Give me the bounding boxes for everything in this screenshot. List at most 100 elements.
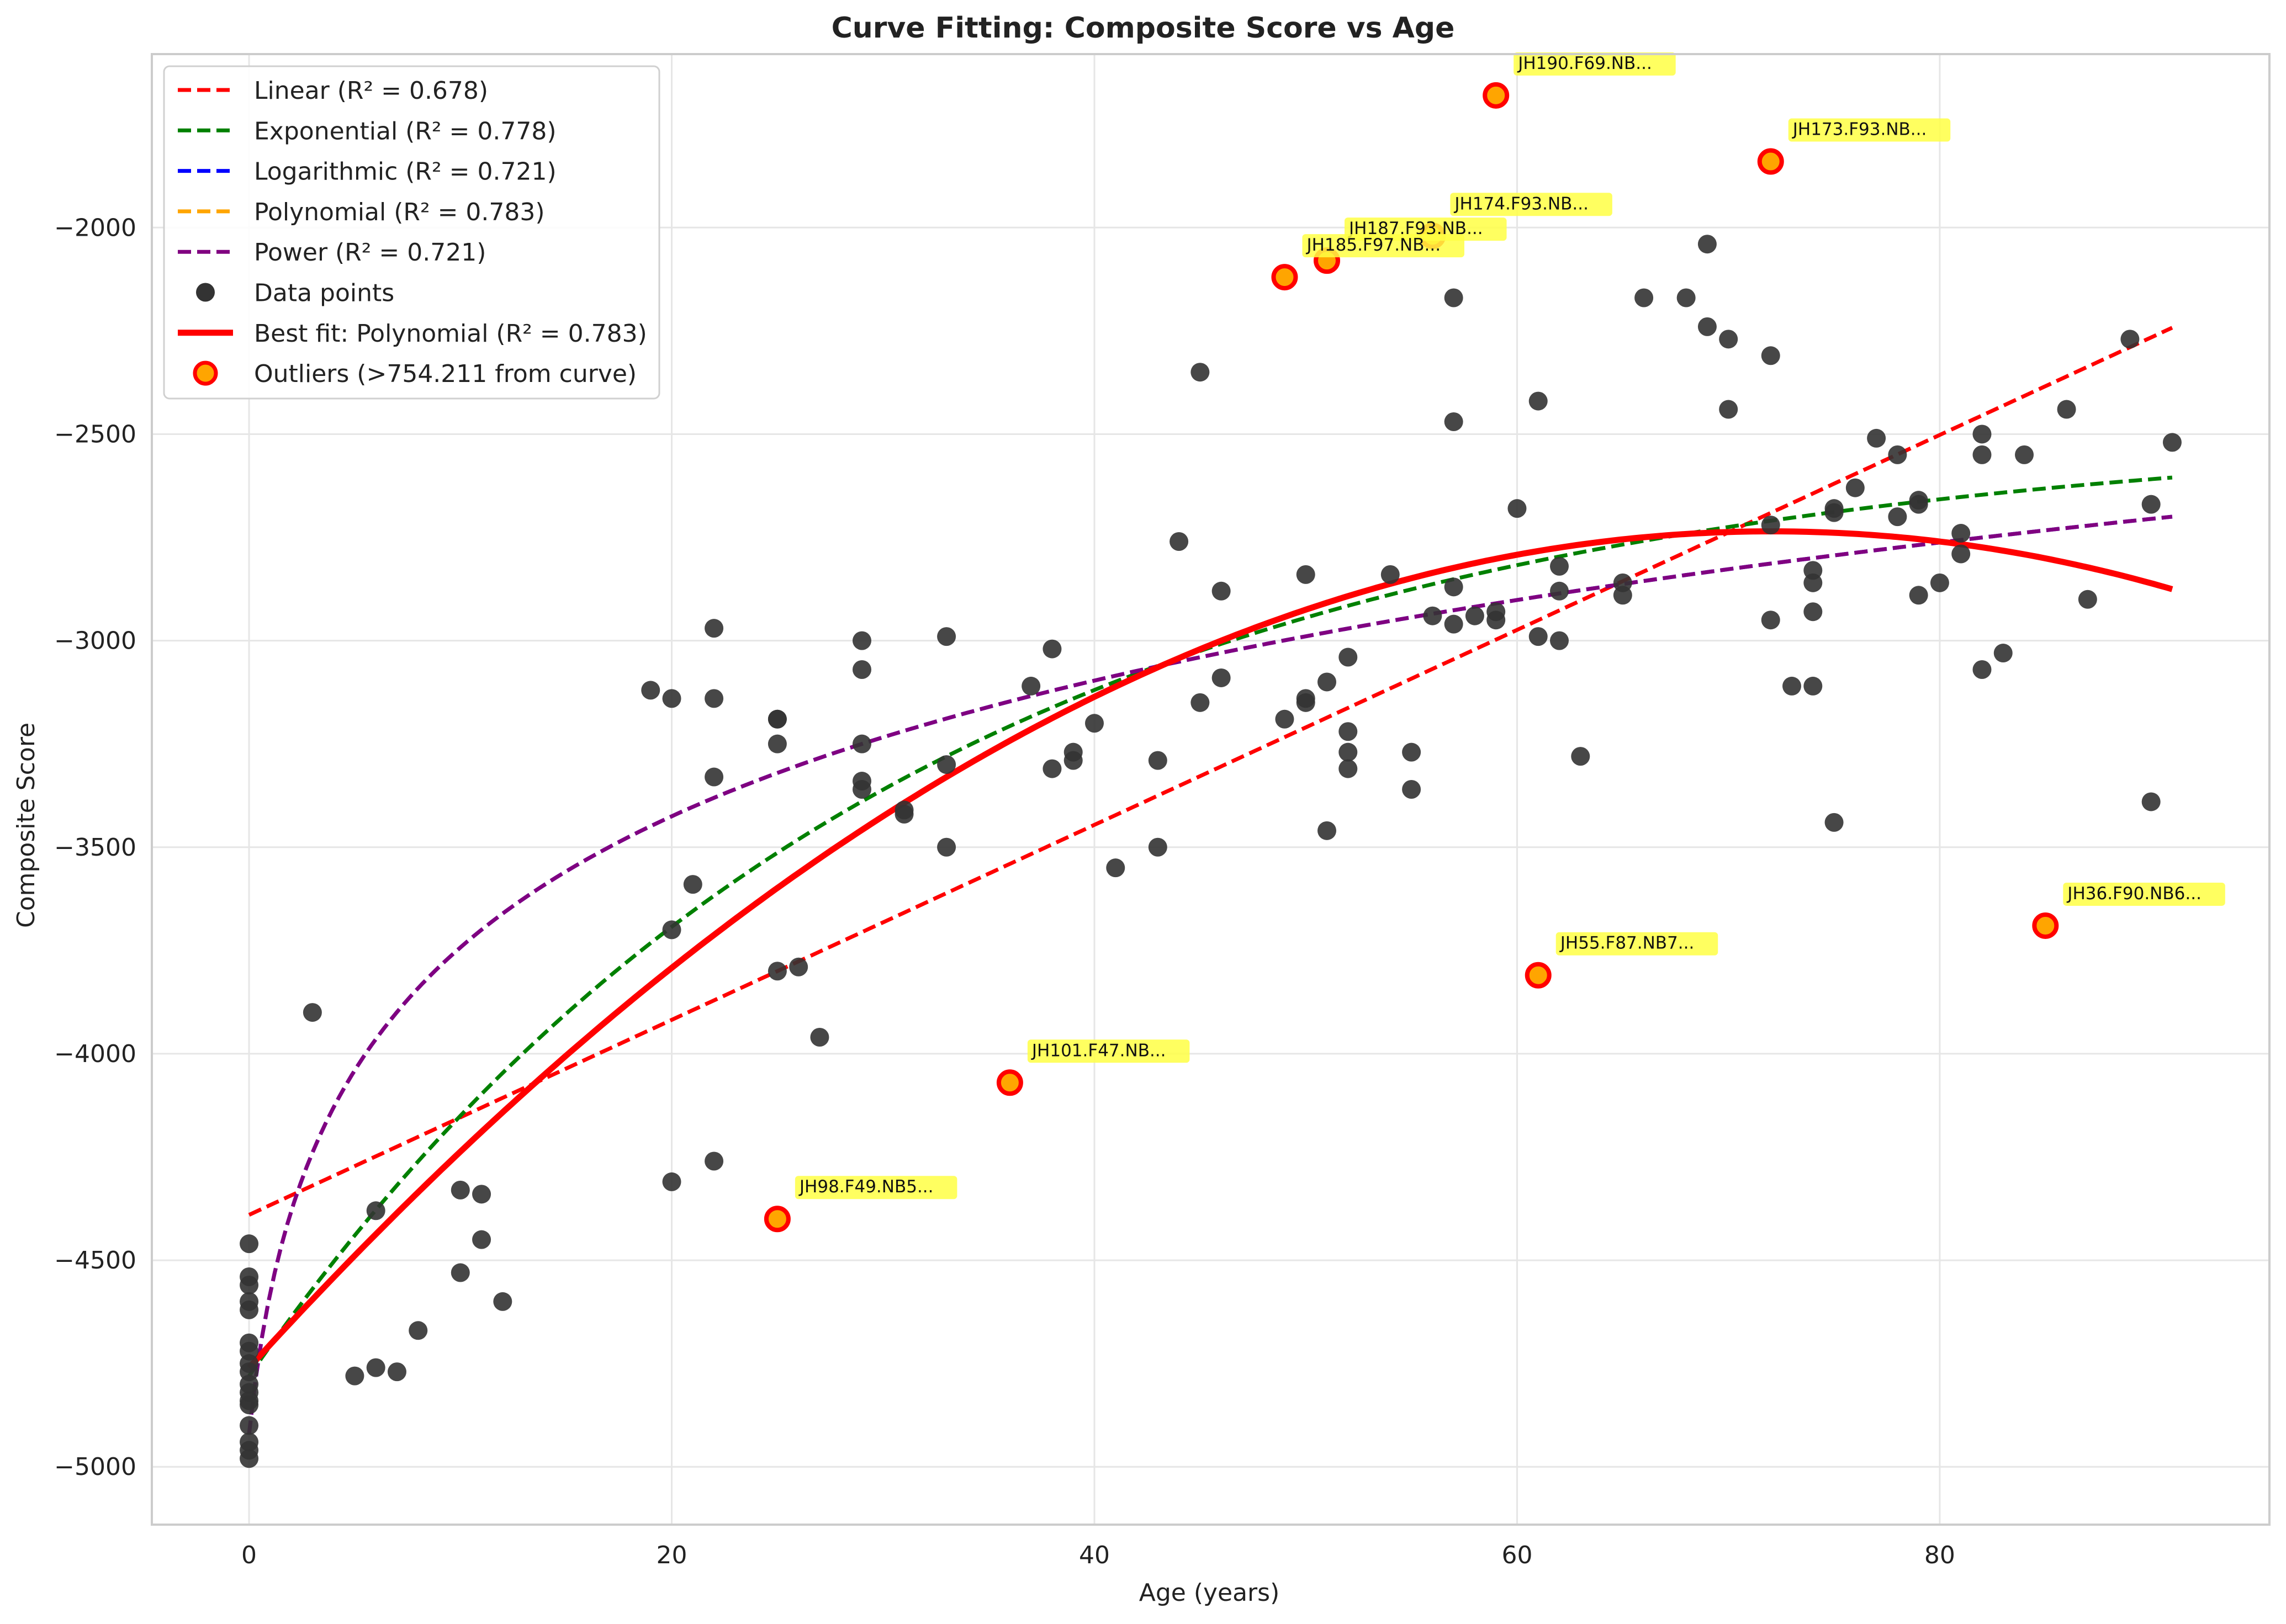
outlier-point bbox=[1525, 962, 1552, 989]
data-point bbox=[1190, 693, 1210, 712]
data-point bbox=[240, 1395, 259, 1414]
data-point bbox=[1338, 742, 1358, 762]
outlier-label: JH185.F97.NB... bbox=[1305, 235, 1441, 255]
legend-label: Data points bbox=[254, 279, 394, 307]
data-point bbox=[1719, 330, 1738, 349]
outlier-point bbox=[764, 1206, 791, 1233]
data-point bbox=[1909, 495, 1928, 514]
data-point bbox=[1084, 714, 1104, 733]
data-point bbox=[1148, 751, 1167, 770]
data-point bbox=[1571, 747, 1590, 766]
data-point bbox=[1507, 499, 1527, 518]
x-axis-label: Age (years) bbox=[1139, 1579, 1280, 1607]
data-point bbox=[1043, 759, 1062, 778]
data-point bbox=[1043, 639, 1062, 659]
data-point bbox=[1761, 611, 1780, 630]
data-point bbox=[1317, 821, 1337, 840]
power-fit-curve bbox=[247, 514, 2173, 1434]
outlier-label-box bbox=[1514, 52, 1676, 76]
data-point bbox=[768, 962, 787, 981]
data-point bbox=[1338, 722, 1358, 741]
outlier-label: JH36.F90.NB6... bbox=[2066, 884, 2202, 904]
data-point bbox=[705, 619, 724, 638]
data-point bbox=[2141, 792, 2161, 811]
data-point bbox=[1824, 503, 1844, 522]
data-point bbox=[1528, 627, 1548, 646]
data-point bbox=[2141, 495, 2161, 514]
outlier-label-box bbox=[1302, 234, 1464, 258]
data-point bbox=[2078, 590, 2097, 609]
fit-curves bbox=[247, 326, 2173, 1434]
data-point bbox=[1803, 676, 1823, 696]
data-point bbox=[705, 767, 724, 787]
legend-swatch bbox=[196, 283, 215, 302]
data-point bbox=[240, 1449, 259, 1468]
legend-label: Polynomial (R² = 0.783) bbox=[254, 198, 545, 226]
data-point bbox=[641, 681, 660, 700]
data-point bbox=[768, 734, 787, 753]
legend-label: Best fit: Polynomial (R² = 0.783) bbox=[254, 320, 647, 348]
legend-label: Exponential (R² = 0.778) bbox=[254, 117, 557, 145]
data-point bbox=[852, 734, 871, 753]
data-point bbox=[1993, 644, 2013, 663]
data-point bbox=[1697, 235, 1717, 254]
outlier-annotations: JH190.F69.NB... JH173.F93.NB... JH174.F93.… bbox=[795, 52, 2225, 1200]
data-point bbox=[303, 1003, 322, 1022]
y-tick-label: −4000 bbox=[54, 1040, 136, 1068]
data-point bbox=[1697, 317, 1717, 336]
data-point bbox=[1444, 412, 1463, 431]
data-point bbox=[1148, 837, 1167, 857]
data-point bbox=[1951, 524, 1971, 543]
data-point bbox=[1550, 581, 1569, 601]
outlier-label: JH173.F93.NB... bbox=[1792, 120, 1927, 140]
data-point bbox=[366, 1358, 385, 1377]
data-point bbox=[240, 1234, 259, 1254]
legend-box bbox=[163, 65, 660, 400]
data-point bbox=[1022, 676, 1041, 696]
data-point bbox=[1380, 565, 1400, 584]
data-point bbox=[1719, 400, 1738, 419]
data-point bbox=[683, 875, 702, 894]
data-point bbox=[451, 1263, 470, 1282]
data-point bbox=[1423, 606, 1442, 625]
data-point bbox=[1888, 507, 1907, 527]
data-point bbox=[1444, 614, 1463, 634]
data-point bbox=[472, 1230, 491, 1249]
legend-label: Linear (R² = 0.678) bbox=[254, 77, 488, 105]
data-point bbox=[705, 1151, 724, 1171]
data-point bbox=[1909, 586, 1928, 605]
x-tick-label: 40 bbox=[1079, 1541, 1110, 1569]
outlier-label: JH55.F87.NB7... bbox=[1559, 933, 1695, 953]
data-point bbox=[1317, 672, 1337, 692]
outlier-label-box bbox=[795, 1176, 957, 1200]
x-tick-label: 80 bbox=[1924, 1541, 1955, 1569]
data-point bbox=[662, 920, 681, 940]
data-point bbox=[1190, 363, 1210, 382]
data-point bbox=[1444, 288, 1463, 307]
data-point bbox=[1465, 606, 1484, 625]
data-point bbox=[1761, 346, 1780, 365]
outlier-point bbox=[1757, 148, 1784, 175]
outlier-label: JH174.F93.NB... bbox=[1453, 194, 1589, 214]
grid bbox=[152, 54, 2269, 1525]
data-point bbox=[937, 837, 956, 857]
data-point bbox=[789, 957, 808, 976]
data-point bbox=[1613, 586, 1632, 605]
data-point bbox=[1296, 693, 1315, 712]
data-point bbox=[810, 1027, 829, 1047]
outlier-label-box bbox=[2063, 882, 2225, 906]
data-point bbox=[895, 804, 914, 824]
data-point bbox=[1972, 445, 1992, 464]
data-point bbox=[1106, 858, 1125, 878]
best-fit-curve bbox=[247, 528, 2173, 1370]
data-point bbox=[937, 627, 956, 646]
data-point bbox=[1676, 288, 1696, 307]
data-point bbox=[1803, 602, 1823, 622]
y-tick-label: −3500 bbox=[54, 834, 136, 862]
data-point bbox=[662, 689, 681, 708]
data-point bbox=[1402, 742, 1421, 762]
legend-label: Logarithmic (R² = 0.721) bbox=[254, 158, 557, 186]
y-axis-label: Composite Score bbox=[12, 723, 40, 928]
y-axis-ticks: −5000 −4500 −4000 −3500 −3000 −2500 −2000 bbox=[54, 214, 136, 1481]
